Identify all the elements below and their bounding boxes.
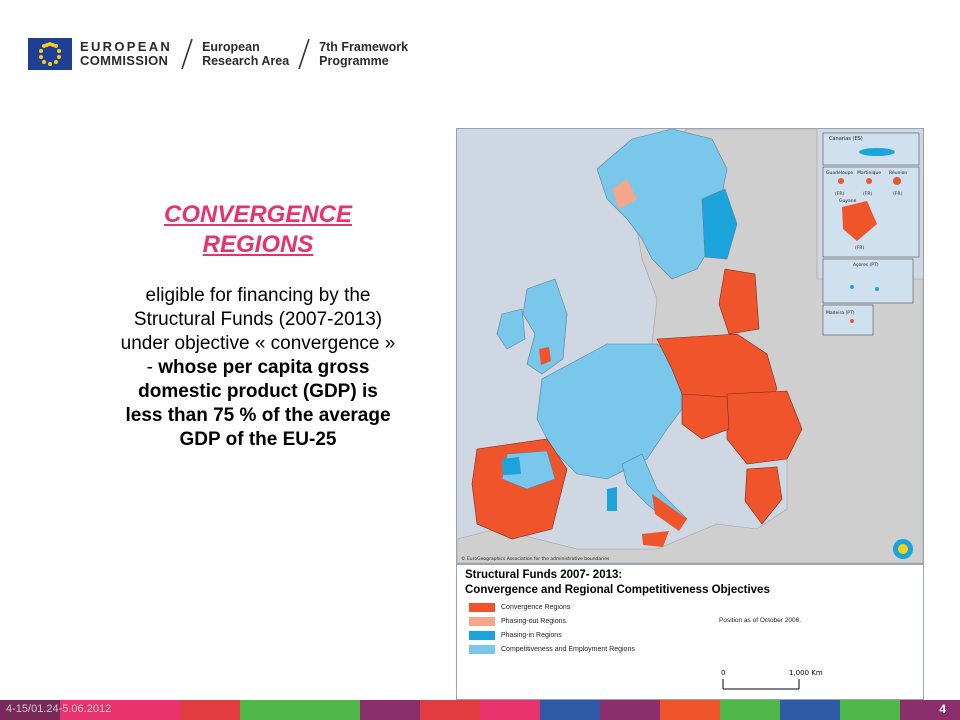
legend-label: Phasing-in Regions (501, 632, 562, 639)
inset-code-1: (FR) (835, 191, 844, 197)
inset-label-martinique: Martinique (857, 170, 881, 176)
title-line2: REGIONS (202, 231, 314, 258)
inset-label-reunion: Réunion (889, 169, 907, 176)
research-area-name: European Research Area (202, 40, 289, 68)
definition-plain: eligible for financing by the Structural… (120, 285, 396, 378)
legend-title-1: Structural Funds 2007- 2013: (465, 569, 623, 581)
inset-label-guyane: Guyane (839, 198, 857, 204)
scale-end: 1,000 Km (789, 669, 823, 677)
hungary-slovakia (681, 393, 730, 440)
spain-phasing-in (502, 457, 521, 475)
footer-stripe (0, 700, 60, 720)
footer-stripe (180, 700, 240, 720)
prog-line1: 7th Framework (319, 40, 409, 54)
page-number: 4 (939, 702, 946, 716)
slash-divider-icon (298, 38, 310, 70)
inset-code-3: (FR) (893, 191, 902, 197)
inset-acores (822, 258, 914, 304)
romania-bulgaria (726, 390, 803, 465)
legend-item-competitiveness: Competitiveness and Employment Regions (469, 645, 635, 654)
footer-stripe (540, 700, 600, 720)
inset-label-madeira: Madeira (PT) (826, 310, 855, 316)
legend-title-2: Convergence and Regional Competitiveness… (465, 584, 770, 596)
scale-bar: 0 1,000 Km (721, 669, 823, 690)
inset-madeira (822, 304, 874, 336)
inset-code-2: (FR) (863, 191, 872, 197)
finland-east (701, 188, 738, 260)
org-line2: COMMISSION (80, 53, 169, 68)
baltic-states (718, 268, 760, 335)
europe-map-image: Canarias (ES) Guadeloupe Martinique Réun… (457, 129, 923, 563)
swatch-phasing-out (469, 617, 495, 626)
convergence-description: CONVERGENCE REGIONS eligible for financi… (120, 200, 396, 452)
footer-stripe (60, 700, 120, 720)
legend-item-phasing-out: Phasing-out Regions (469, 617, 566, 626)
footer-stripe (240, 700, 300, 720)
footer-stripe (720, 700, 780, 720)
structural-funds-map: Canarias (ES) Guadeloupe Martinique Réun… (456, 128, 924, 564)
swatch-phasing-in (469, 631, 495, 640)
greece (744, 466, 783, 525)
legend-label: Phasing-out Regions (501, 618, 566, 625)
legend-item-phasing-in: Phasing-in Regions (469, 631, 562, 640)
footer-stripe (600, 700, 660, 720)
scale-start: 0 (721, 669, 725, 677)
sardinia (607, 487, 617, 511)
legend-item-convergence: Convergence Regions (469, 603, 570, 612)
inset-label-canarias: Canarias (ES) (829, 136, 863, 142)
scandinavia (596, 129, 728, 280)
definition-bold: whose per capita gross domestic product … (125, 357, 391, 450)
ireland (496, 308, 526, 350)
definition-text: eligible for financing by the Structural… (120, 284, 396, 452)
footer-color-strip (0, 700, 960, 720)
legend-label: Competitiveness and Employment Regions (501, 646, 635, 653)
footer-stripe (780, 700, 840, 720)
legend-position-note: Position as of October 2006. (719, 617, 802, 624)
swatch-competitiveness (469, 645, 495, 654)
org-name: EUROPEAN COMMISSION (80, 40, 172, 68)
inset-label-guadeloupe: Guadeloupe (826, 170, 853, 176)
area-line1: European (202, 40, 260, 54)
footer-stripe (900, 700, 960, 720)
footer-date: 4-15/01.24-5.06.2012 (6, 703, 112, 715)
org-line1: EUROPEAN (80, 39, 173, 54)
footer-stripe (360, 700, 420, 720)
slide-title: CONVERGENCE REGIONS (120, 200, 396, 260)
map-copyright: © EuroGeographics Association for the ad… (461, 555, 610, 562)
legend-label: Convergence Regions (501, 604, 571, 611)
prog-line2: Programme (319, 54, 389, 68)
inset-label-acores: Açores (PT) (853, 262, 879, 268)
slash-divider-icon (181, 38, 193, 70)
footer-stripe (840, 700, 900, 720)
southern-italy (652, 494, 687, 531)
swatch-convergence (469, 603, 495, 612)
footer-stripe (420, 700, 480, 720)
footer-stripe (480, 700, 540, 720)
sicily (642, 531, 669, 547)
eu-flag-icon (28, 38, 72, 70)
footer-stripe (120, 700, 180, 720)
united-kingdom (522, 278, 568, 375)
area-line2: Research Area (202, 54, 290, 68)
footer-stripe (660, 700, 720, 720)
norway-north (612, 179, 637, 209)
footer-stripe (300, 700, 360, 720)
inset-code-4: (FR) (855, 245, 864, 251)
header-logo: EUROPEAN COMMISSION European Research Ar… (28, 34, 408, 74)
title-line1: CONVERGENCE (163, 201, 353, 228)
map-legend: Structural Funds 2007- 2013: Convergence… (456, 564, 924, 700)
programme-name: 7th Framework Programme (319, 40, 408, 68)
wales-cornwall (539, 347, 551, 365)
